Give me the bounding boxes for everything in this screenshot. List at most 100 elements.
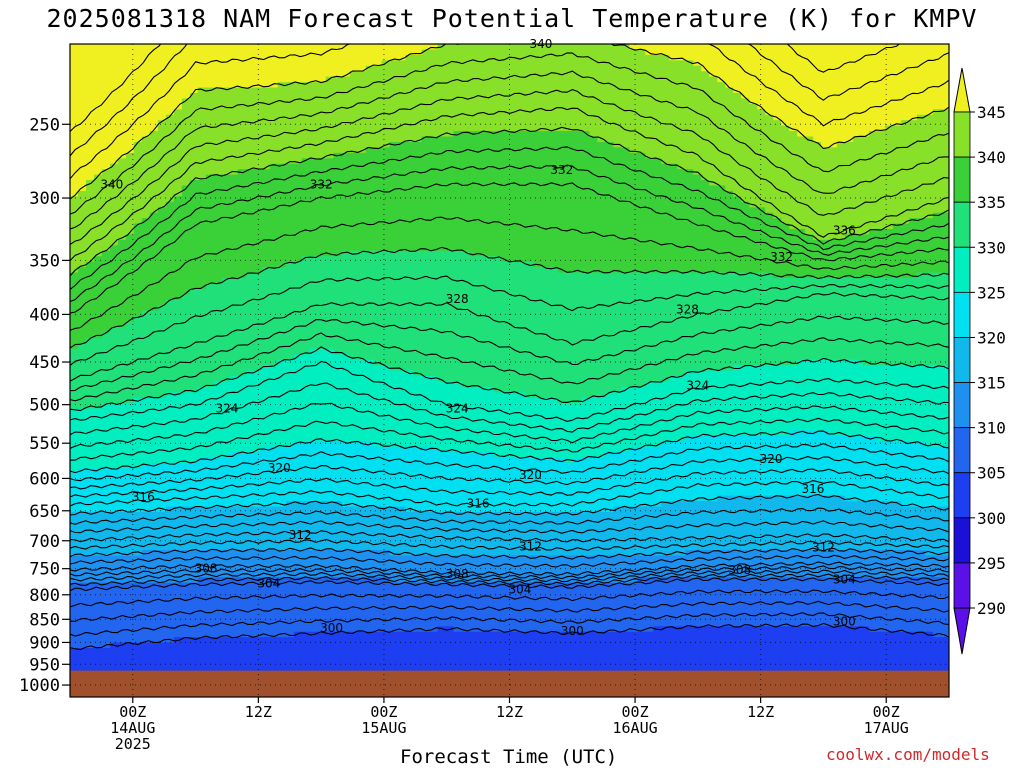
field-cell	[125, 136, 135, 143]
field-cell	[293, 642, 303, 649]
field-cell	[373, 653, 383, 660]
field-cell	[221, 190, 231, 197]
field-cell	[221, 76, 231, 83]
field-cell	[381, 359, 391, 366]
field-cell	[70, 408, 79, 415]
field-cell	[269, 501, 279, 508]
field-cell	[341, 533, 351, 540]
field-cell	[365, 403, 375, 410]
field-cell	[381, 201, 391, 208]
field-cell	[77, 435, 87, 442]
field-cell	[317, 310, 327, 317]
field-cell	[157, 495, 167, 502]
field-cell	[253, 473, 263, 480]
field-cell	[117, 98, 127, 105]
field-cell	[309, 365, 319, 372]
field-cell	[70, 648, 79, 655]
field-cell	[77, 136, 87, 143]
field-cell	[333, 593, 343, 600]
field-cell	[365, 163, 375, 170]
field-cell	[173, 354, 183, 361]
field-cell	[197, 163, 207, 170]
field-cell	[85, 620, 95, 627]
field-cell	[197, 528, 207, 535]
field-cell	[341, 223, 351, 230]
field-cell	[221, 337, 231, 344]
field-cell	[373, 294, 383, 301]
field-cell	[93, 457, 103, 464]
field-cell	[157, 593, 167, 600]
field-cell	[381, 648, 391, 655]
field-cell	[309, 158, 319, 165]
field-cell	[229, 114, 239, 121]
field-cell	[213, 457, 223, 464]
field-cell	[349, 120, 359, 127]
field-cell	[133, 190, 143, 197]
field-cell	[173, 125, 183, 132]
field-cell	[373, 125, 383, 132]
field-cell	[85, 201, 95, 208]
field-cell	[293, 501, 303, 508]
field-cell	[165, 555, 175, 562]
field-cell	[245, 218, 255, 225]
field-cell	[189, 397, 199, 404]
field-cell	[309, 528, 319, 535]
field-cell	[309, 414, 319, 421]
field-cell	[229, 44, 239, 51]
field-cell	[285, 71, 295, 78]
field-cell	[125, 152, 135, 159]
field-cell	[181, 620, 191, 627]
field-cell	[229, 414, 239, 421]
field-cell	[149, 528, 159, 535]
field-cell	[93, 473, 103, 480]
field-cell	[93, 642, 103, 649]
field-cell	[173, 109, 183, 116]
field-cell	[133, 642, 143, 649]
field-cell	[85, 321, 95, 328]
field-cell	[133, 218, 143, 225]
field-cell	[245, 550, 255, 557]
field-cell	[77, 218, 87, 225]
field-cell	[349, 305, 359, 312]
field-cell	[125, 120, 135, 127]
field-cell	[133, 82, 143, 89]
field-cell	[285, 539, 295, 546]
field-cell	[70, 196, 79, 203]
field-cell	[389, 408, 399, 415]
field-cell	[77, 501, 87, 508]
field-cell	[373, 588, 383, 595]
field-cell	[245, 473, 255, 480]
field-cell	[109, 653, 119, 660]
field-cell	[277, 582, 287, 589]
field-cell	[133, 609, 143, 616]
field-cell	[237, 174, 247, 181]
field-cell	[93, 87, 103, 94]
field-cell	[93, 234, 103, 241]
field-cell	[70, 620, 79, 627]
field-cell	[125, 392, 135, 399]
field-cell	[237, 71, 247, 78]
field-cell	[357, 250, 367, 257]
field-cell	[229, 490, 239, 497]
field-cell	[269, 310, 279, 317]
field-cell	[165, 419, 175, 426]
field-cell	[117, 65, 127, 72]
field-cell	[301, 392, 311, 399]
field-cell	[317, 152, 327, 159]
field-cell	[157, 185, 167, 192]
field-cell	[221, 555, 231, 562]
field-cell	[85, 664, 95, 671]
field-cell	[365, 169, 375, 176]
field-cell	[229, 163, 239, 170]
field-cell	[269, 103, 279, 110]
field-cell	[141, 555, 151, 562]
field-cell	[301, 511, 311, 519]
field-cell	[93, 435, 103, 442]
field-cell	[213, 92, 223, 100]
field-cell	[349, 653, 359, 660]
field-cell	[181, 435, 191, 442]
field-cell	[141, 615, 151, 622]
field-cell	[109, 82, 119, 89]
field-cell	[261, 223, 271, 230]
field-cell	[325, 326, 335, 334]
